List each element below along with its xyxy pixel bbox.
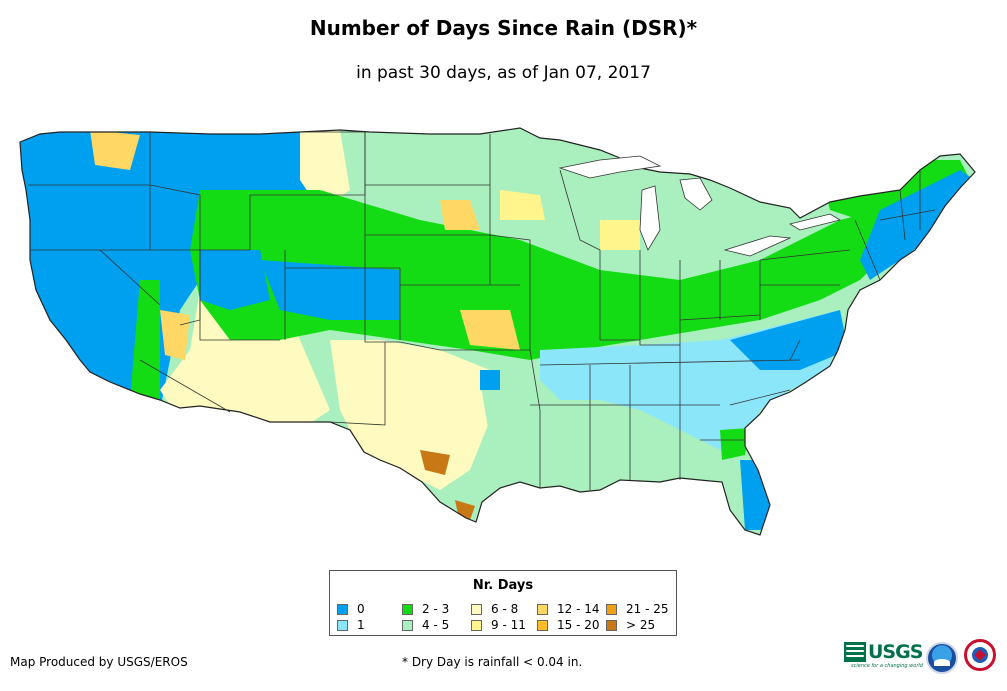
- legend-label: > 25: [626, 618, 656, 632]
- legend-item-8: 21 - 25: [606, 602, 669, 616]
- legend-swatch: [471, 619, 482, 631]
- dry-day-footnote: * Dry Day is rainfall < 0.04 in.: [402, 655, 583, 669]
- map-title: Number of Days Since Rain (DSR)*: [309, 16, 698, 40]
- map-subtitle: in past 30 days, as of Jan 07, 2017: [356, 63, 651, 83]
- legend-item-0: 0: [337, 602, 365, 616]
- legend-label: 15 - 20: [557, 618, 600, 632]
- legend-swatch: [402, 603, 413, 615]
- legend-swatch: [402, 619, 413, 631]
- legend-item-7: 15 - 20: [537, 618, 600, 632]
- legend-label: 21 - 25: [626, 602, 669, 616]
- legend: Nr. Days 0 1 2 - 3 4 - 5 6 - 8 9 - 11 12…: [329, 570, 677, 636]
- legend-swatch: [606, 603, 617, 615]
- legend-swatch: [471, 603, 482, 615]
- legend-item-6: 12 - 14: [537, 602, 600, 616]
- noaa-logo-icon: [926, 642, 958, 674]
- legend-swatch: [537, 619, 548, 631]
- great-lakes: [558, 155, 842, 257]
- legend-item-1: 1: [337, 618, 365, 632]
- legend-swatch: [337, 619, 348, 631]
- usgs-wave-icon: [844, 642, 866, 662]
- legend-label: 6 - 8: [491, 602, 519, 616]
- legend-item-4: 6 - 8: [471, 602, 518, 616]
- legend-swatch: [337, 603, 348, 615]
- legend-label: 4 - 5: [422, 618, 450, 632]
- legend-item-3: 4 - 5: [402, 618, 449, 632]
- legend-item-5: 9 - 11: [471, 618, 526, 632]
- legend-label: 0: [357, 602, 365, 616]
- legend-item-9: > 25: [606, 618, 655, 632]
- dsr-shading: [20, 128, 975, 535]
- state-boundaries: [19, 127, 976, 536]
- map-credit: Map Produced by USGS/EROS: [10, 655, 188, 669]
- legend-label: 1: [357, 618, 365, 632]
- legend-swatch: [537, 603, 548, 615]
- legend-swatch: [606, 619, 617, 631]
- usgs-logo-text: USGS: [868, 641, 923, 663]
- nws-logo-icon: [964, 639, 996, 671]
- legend-label: 2 - 3: [422, 602, 450, 616]
- usgs-tagline: science for a changing world: [851, 663, 923, 669]
- legend-item-2: 2 - 3: [402, 602, 449, 616]
- us-dsr-map: [19, 127, 976, 536]
- legend-label: 9 - 11: [491, 618, 526, 632]
- usgs-logo: USGS: [844, 641, 923, 663]
- legend-title: Nr. Days: [472, 578, 534, 593]
- legend-label: 12 - 14: [557, 602, 600, 616]
